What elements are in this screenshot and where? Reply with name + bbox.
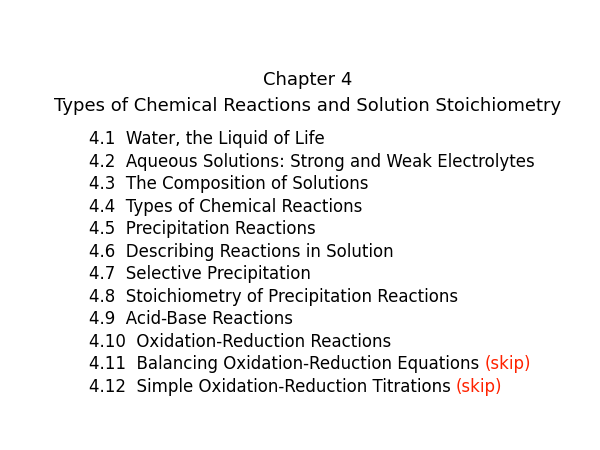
Text: 4.9  Acid-Base Reactions: 4.9 Acid-Base Reactions xyxy=(89,310,293,328)
Text: (skip): (skip) xyxy=(484,356,531,373)
Text: 4.11  Balancing Oxidation-Reduction Equations: 4.11 Balancing Oxidation-Reduction Equat… xyxy=(89,356,484,373)
Text: 4.12  Simple Oxidation-Reduction Titrations: 4.12 Simple Oxidation-Reduction Titratio… xyxy=(89,378,456,396)
Text: 4.4  Types of Chemical Reactions: 4.4 Types of Chemical Reactions xyxy=(89,198,362,216)
Text: 4.10  Oxidation-Reduction Reactions: 4.10 Oxidation-Reduction Reactions xyxy=(89,333,391,351)
Text: 4.1  Water, the Liquid of Life: 4.1 Water, the Liquid of Life xyxy=(89,130,325,148)
Text: 4.2  Aqueous Solutions: Strong and Weak Electrolytes: 4.2 Aqueous Solutions: Strong and Weak E… xyxy=(89,153,535,171)
Text: 4.7  Selective Precipitation: 4.7 Selective Precipitation xyxy=(89,266,311,284)
Text: 4.3  The Composition of Solutions: 4.3 The Composition of Solutions xyxy=(89,176,368,194)
Text: 4.8  Stoichiometry of Precipitation Reactions: 4.8 Stoichiometry of Precipitation React… xyxy=(89,288,458,306)
Text: 4.6  Describing Reactions in Solution: 4.6 Describing Reactions in Solution xyxy=(89,243,394,261)
Text: 4.5  Precipitation Reactions: 4.5 Precipitation Reactions xyxy=(89,220,316,238)
Text: Chapter 4: Chapter 4 xyxy=(263,71,352,89)
Text: Types of Chemical Reactions and Solution Stoichiometry: Types of Chemical Reactions and Solution… xyxy=(54,97,561,115)
Text: (skip): (skip) xyxy=(456,378,503,396)
